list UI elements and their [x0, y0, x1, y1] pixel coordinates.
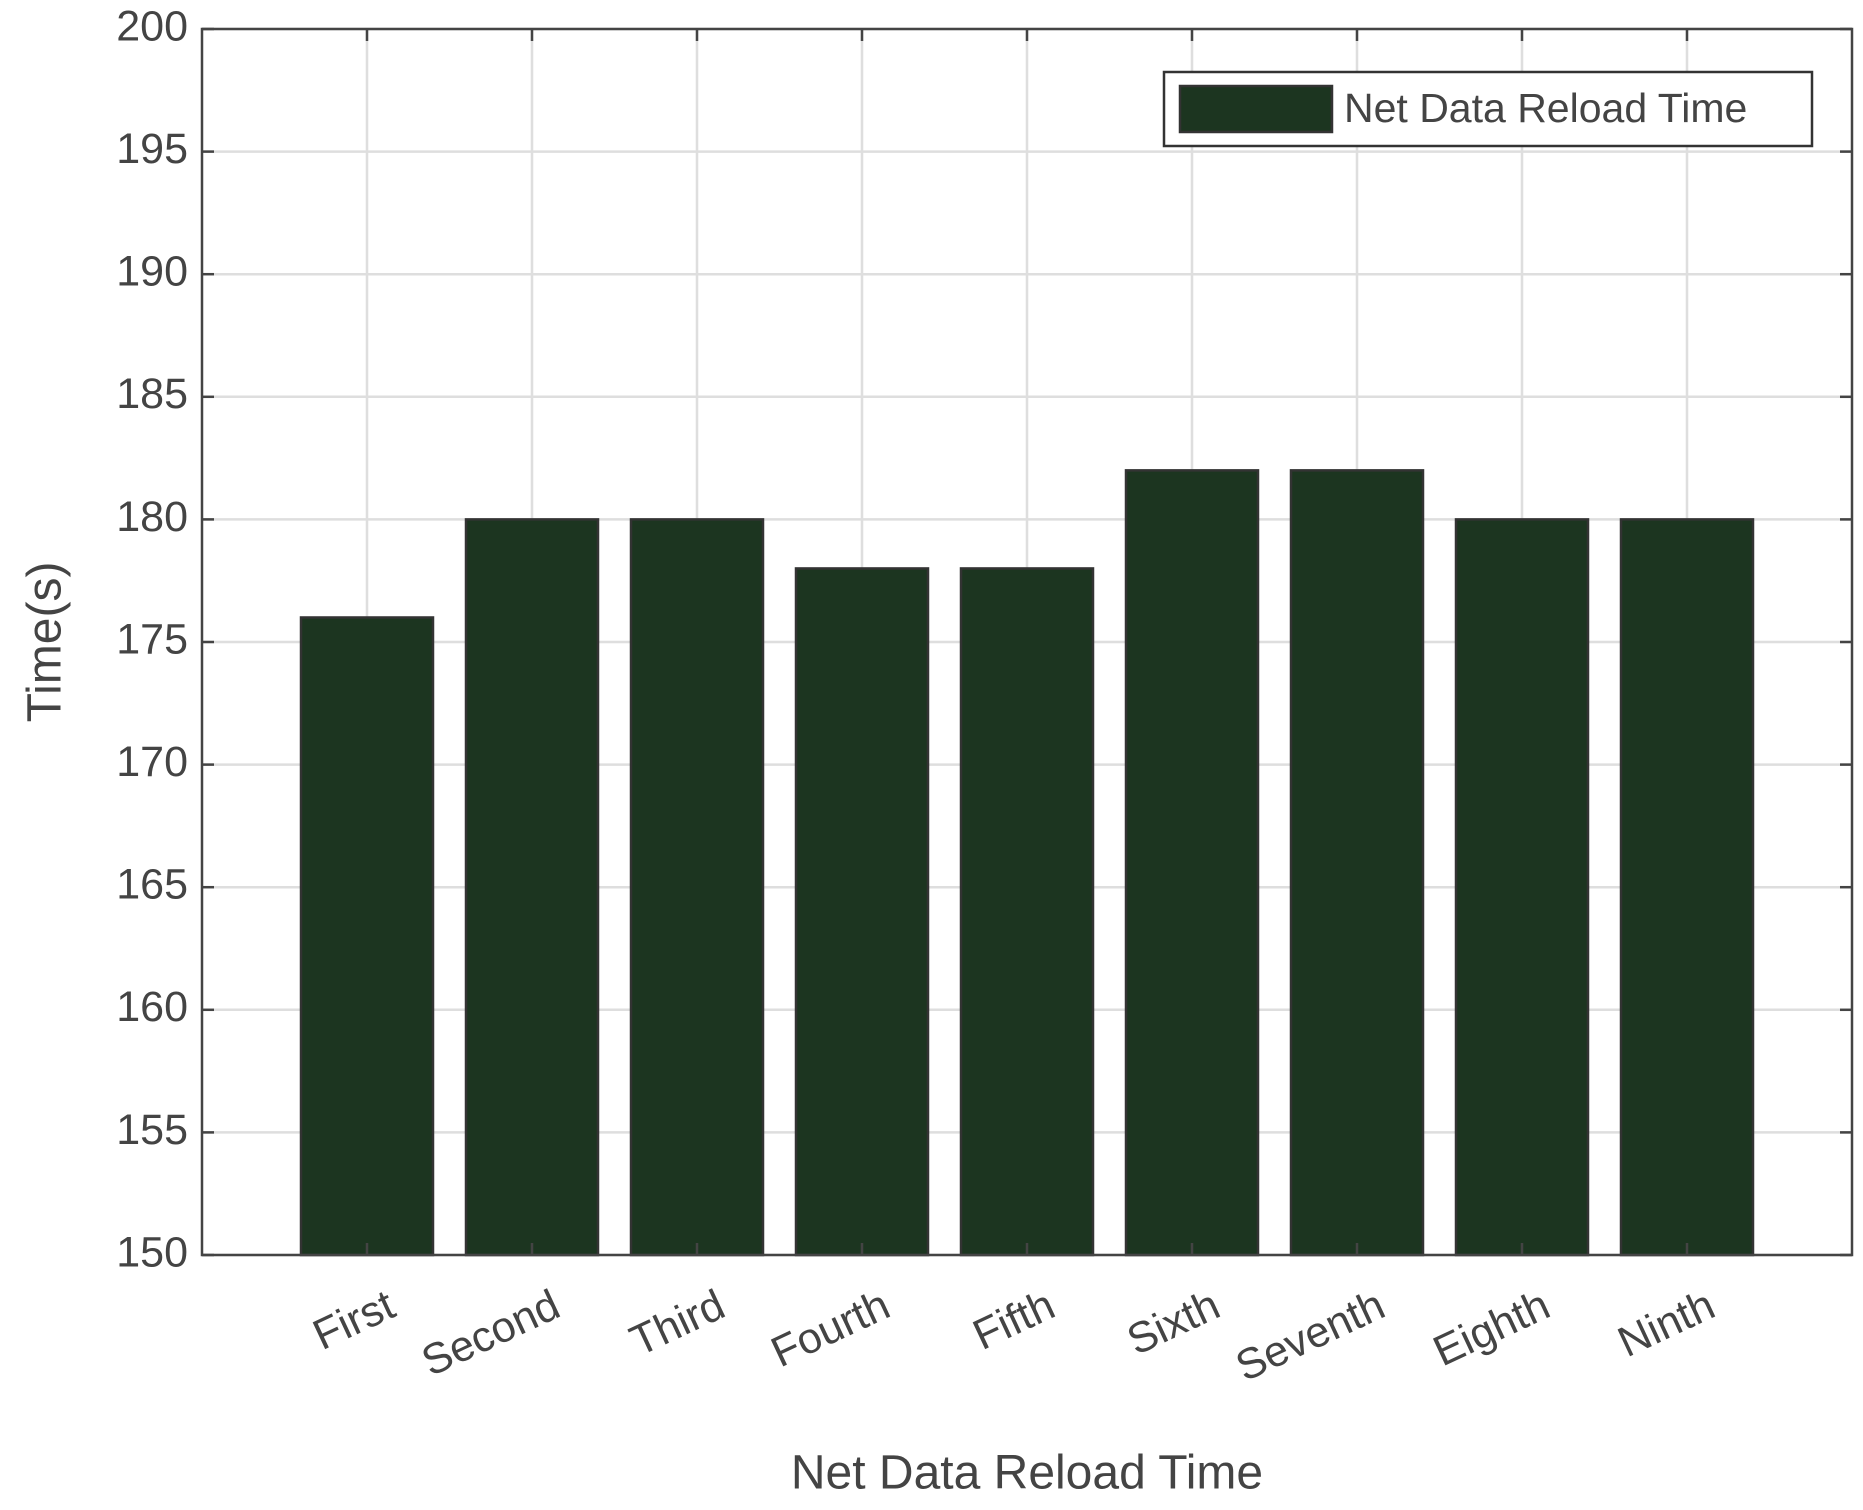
- plot-frame: [200, 27, 1854, 1257]
- y-tick-label: 190: [116, 248, 188, 296]
- x-tick-label: Third: [623, 1281, 732, 1366]
- x-tick-label: Fourth: [764, 1281, 897, 1377]
- x-tick-label: First: [306, 1281, 402, 1360]
- y-axis-label: Time(s): [19, 562, 72, 723]
- y-tick-label: 155: [116, 1106, 188, 1154]
- x-tick-label: Second: [415, 1281, 567, 1386]
- bar: [1454, 518, 1590, 1257]
- bar: [1289, 469, 1425, 1257]
- y-tick-label: 180: [116, 493, 188, 541]
- legend-swatch: [1178, 84, 1334, 134]
- x-tick-label: Sixth: [1120, 1281, 1227, 1365]
- x-tick-label: Fifth: [966, 1281, 1062, 1360]
- bar: [1124, 469, 1260, 1257]
- bar: [299, 616, 435, 1257]
- bar: [1619, 518, 1755, 1257]
- bar: [794, 567, 930, 1257]
- y-tick-label: 170: [116, 738, 188, 786]
- bar: [959, 567, 1095, 1257]
- y-tick-label: 200: [116, 2, 188, 50]
- bar: [629, 518, 765, 1257]
- legend-label: Net Data Reload Time: [1344, 85, 1747, 131]
- y-tick-label: 150: [116, 1228, 188, 1276]
- x-tick-label: Ninth: [1611, 1281, 1722, 1367]
- y-tick-label: 165: [116, 861, 188, 909]
- y-tick-label: 185: [116, 370, 188, 418]
- bar: [464, 518, 600, 1257]
- y-tick-label: 175: [116, 615, 188, 663]
- x-tick-label: Eighth: [1426, 1281, 1557, 1376]
- x-tick-label: Seventh: [1229, 1281, 1392, 1391]
- y-tick-label: 195: [116, 125, 188, 173]
- x-axis-label: Net Data Reload Time: [791, 1447, 1263, 1500]
- y-tick-label: 160: [116, 983, 188, 1031]
